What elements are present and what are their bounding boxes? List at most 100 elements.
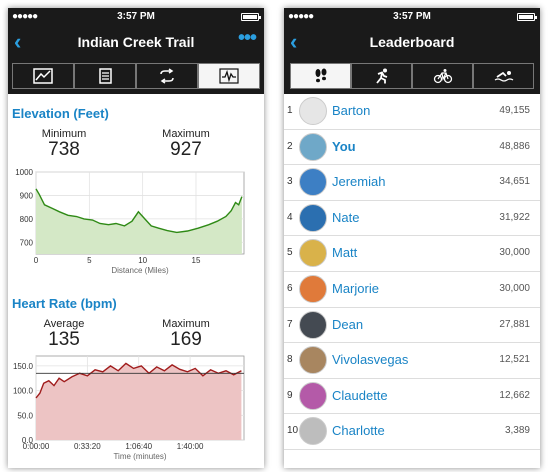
tab-laps[interactable] — [136, 63, 198, 89]
tab-running[interactable] — [351, 63, 412, 89]
avatar — [299, 203, 327, 232]
status-bar: ●●●●● 3:57 PM — [284, 8, 540, 26]
series-line — [35, 362, 242, 399]
leaderboard-row[interactable]: 4 Nate 31,922 — [284, 200, 540, 237]
steps-score: 30,000 — [499, 283, 530, 294]
elevation-max-label: Maximum — [162, 128, 210, 140]
leaderboard-row[interactable]: 10 Charlotte 3,389 — [284, 414, 540, 450]
nav-bar: ‹ Leaderboard — [284, 26, 540, 58]
player-name: Dean — [332, 316, 364, 332]
rank: 5 — [287, 247, 293, 259]
x-axis-label: Time (minutes) — [113, 452, 166, 461]
steps-score: 30,000 — [499, 247, 530, 259]
signal-icon: ●●●●● — [12, 11, 38, 22]
tab-charts[interactable] — [198, 63, 260, 89]
battery-icon — [241, 13, 261, 21]
heart-rate-title: Heart Rate (bpm) — [12, 296, 117, 311]
tab-details[interactable] — [74, 63, 136, 89]
player-name: Matt — [332, 245, 358, 261]
x-tick-label: 10 — [138, 256, 147, 265]
x-axis-label: Distance (Miles) — [111, 266, 169, 275]
player-name: Jeremiah — [332, 174, 386, 190]
y-tick-label: 50.0 — [17, 411, 33, 420]
avatar — [299, 346, 327, 375]
player-name: You — [332, 138, 356, 154]
elevation-max-value: 927 — [170, 139, 202, 160]
x-tick-label: 15 — [192, 256, 201, 265]
leaderboard-row[interactable]: 3 Jeremiah 34,651 — [284, 165, 540, 201]
series-area — [36, 363, 242, 440]
player-name: Charlotte — [332, 423, 385, 439]
battery-icon — [517, 13, 537, 21]
document-icon — [99, 68, 112, 84]
heart-avg-label: Average — [43, 318, 85, 330]
y-tick-label: 700 — [20, 238, 34, 247]
status-time: 3:57 PM — [393, 11, 431, 22]
leaderboard-row[interactable]: 1 Barton 49,155 — [284, 94, 540, 130]
swimming-icon — [494, 71, 513, 82]
rank: 2 — [287, 140, 293, 152]
trail-detail-screen: ●●●●● 3:57 PM ‹ Indian Creek Trail ••• E… — [8, 8, 264, 468]
avatar — [299, 275, 327, 303]
player-name: Nate — [332, 209, 360, 225]
leaderboard-list: 1 Barton 49,155 2 You 48,886 3 Jeremiah … — [284, 94, 540, 468]
avatar — [299, 239, 327, 268]
x-tick-label: 5 — [87, 256, 92, 265]
leaderboard-row[interactable]: 8 Vivolasvegas 12,521 — [284, 343, 540, 379]
rank: 3 — [287, 176, 293, 188]
player-name: Vivolasvegas — [332, 352, 409, 368]
x-tick-label: 0:00:00 — [23, 442, 50, 451]
tab-swimming[interactable] — [473, 63, 534, 89]
rank: 1 — [287, 105, 293, 116]
footsteps-icon — [315, 68, 326, 83]
loop-icon — [160, 68, 174, 84]
series-line — [35, 188, 243, 234]
page-title: Leaderboard — [369, 34, 455, 50]
activity-tabs — [284, 58, 540, 94]
series-area — [36, 188, 242, 254]
rank: 6 — [287, 283, 293, 294]
elevation-min-value: 738 — [48, 139, 80, 160]
rank: 9 — [287, 389, 293, 401]
rank: 7 — [287, 318, 293, 330]
heart-rate-chart: 150.0 100.0 50.0 0.00:00:00 0:33:20 1:06:40 1:… — [13, 355, 245, 461]
y-tick-label: 900 — [20, 191, 34, 200]
leaderboard-row[interactable]: 7 Dean 27,881 — [284, 307, 540, 344]
leaderboard-row[interactable]: 5 Matt 30,000 — [284, 236, 540, 272]
status-time: 3:57 PM — [117, 11, 155, 22]
y-tick-label: 800 — [20, 215, 34, 224]
back-arrow-icon[interactable]: ‹ — [14, 29, 22, 54]
avatar — [299, 417, 327, 446]
player-name: Marjorie — [332, 281, 379, 296]
tab-map[interactable] — [12, 63, 74, 89]
x-tick-label: 1:40:00 — [177, 442, 204, 451]
avatar — [299, 381, 327, 410]
rank: 10 — [287, 425, 299, 437]
chart-icon — [219, 68, 239, 84]
running-icon — [375, 68, 387, 84]
back-arrow-icon[interactable]: ‹ — [290, 29, 298, 54]
bicycle-icon — [433, 69, 452, 84]
steps-score: 12,662 — [499, 389, 530, 401]
rank: 4 — [287, 211, 293, 223]
avatar — [299, 97, 327, 125]
avatar — [299, 310, 327, 339]
x-tick-label: 1:06:40 — [125, 442, 152, 451]
leaderboard-row[interactable]: 6 Marjorie 30,000 — [284, 272, 540, 308]
more-options-icon[interactable]: ••• — [237, 27, 257, 49]
tab-cycling[interactable] — [412, 63, 473, 89]
elevation-title: Elevation (Feet) — [12, 106, 109, 121]
view-tabs — [8, 58, 264, 94]
rank: 8 — [287, 354, 293, 366]
page-title: Indian Creek Trail — [77, 34, 195, 50]
leaderboard-screen: ●●●●● 3:57 PM ‹ Leaderboard 1 Barton 49,… — [284, 8, 540, 468]
player-name: Claudette — [332, 387, 388, 403]
leaderboard-row[interactable]: 9 Claudette 12,662 — [284, 378, 540, 415]
x-tick-label: 0 — [34, 256, 39, 265]
steps-score: 27,881 — [499, 318, 530, 330]
tab-steps[interactable] — [290, 63, 351, 89]
charts-content: Elevation (Feet) Minimum 738 Maximum 927… — [8, 94, 264, 468]
avatar — [299, 132, 327, 161]
leaderboard-row[interactable]: 2 You 48,886 — [284, 129, 540, 166]
